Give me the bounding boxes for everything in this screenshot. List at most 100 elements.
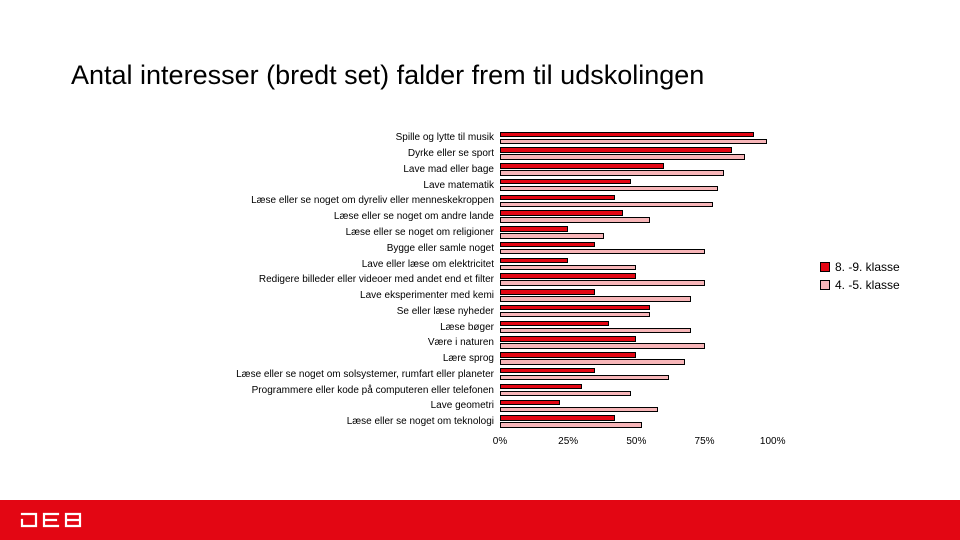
chart-row: Bygge eller samle noget [130,240,850,256]
bars-cell [500,366,800,382]
bar-a [500,368,595,374]
bars-cell [500,193,800,209]
category-label: Se eller læse nyheder [130,306,500,317]
x-tick: 75% [695,436,715,447]
category-label: Lave eller læse om elektricitet [130,259,500,270]
chart-row: Læse eller se noget om teknologi [130,414,850,430]
bar-a [500,226,568,232]
bars-cell [500,303,800,319]
chart-row: Dyrke eller se sport [130,146,850,162]
bars-cell [500,351,800,367]
page-title: Antal interesser (bredt set) falder frem… [71,60,920,91]
category-label: Dyrke eller se sport [130,148,500,159]
chart-row: Læse bøger [130,319,850,335]
x-tick: 50% [626,436,646,447]
bar-chart: Spille og lytte til musik Dyrke eller se … [130,130,850,460]
chart-row: Redigere billeder eller videoer med ande… [130,272,850,288]
bar-b [500,296,691,302]
bars-cell [500,209,800,225]
category-label: Læse eller se noget om dyreliv eller men… [130,195,500,206]
bars-cell [500,130,800,146]
category-label: Bygge eller samle noget [130,243,500,254]
category-label: Læse eller se noget om teknologi [130,416,500,427]
chart-row: Lave eksperimenter med kemi [130,288,850,304]
chart-row: Lave geometri [130,398,850,414]
bar-a [500,132,754,138]
chart-row: Programmere eller kode på computeren ell… [130,382,850,398]
bar-a [500,163,664,169]
bar-b [500,391,631,397]
bars-cell [500,335,800,351]
category-label: Lave eksperimenter med kemi [130,290,500,301]
chart-row: Være i naturen [130,335,850,351]
bar-a [500,210,623,216]
bar-a [500,195,615,201]
footer-bar [0,500,960,540]
category-label: Programmere eller kode på computeren ell… [130,385,500,396]
x-tick: 0% [493,436,507,447]
bars-cell [500,225,800,241]
bar-b [500,280,705,286]
chart-row: Spille og lytte til musik [130,130,850,146]
footer-line [20,500,940,501]
bar-b [500,343,705,349]
bar-b [500,265,636,271]
chart-rows: Spille og lytte til musik Dyrke eller se … [130,130,850,430]
bars-cell [500,398,800,414]
x-tick: 25% [558,436,578,447]
bar-b [500,154,745,160]
chart-row: Læse eller se noget om dyreliv eller men… [130,193,850,209]
bar-b [500,186,718,192]
bar-a [500,258,568,264]
bars-cell [500,240,800,256]
bar-b [500,407,658,413]
bar-b [500,233,604,239]
bars-cell [500,162,800,178]
chart-row: Lave mad eller bage [130,162,850,178]
bar-b [500,312,650,318]
bar-a [500,321,609,327]
category-label: Læse bøger [130,322,500,333]
legend: 8. -9. klasse 4. -5. klasse [820,260,900,296]
legend-item: 4. -5. klasse [820,278,900,292]
slide: Antal interesser (bredt set) falder frem… [0,0,960,540]
category-label: Læse eller se noget om solsystemer, rumf… [130,369,500,380]
chart-row: Læse eller se noget om solsystemer, rumf… [130,366,850,382]
chart-row: Lave matematik [130,177,850,193]
bar-b [500,422,642,428]
bar-a [500,305,650,311]
x-axis: 0%25%50%75%100% [500,436,800,452]
bars-cell [500,146,800,162]
bar-b [500,170,724,176]
legend-label: 8. -9. klasse [835,260,900,274]
legend-label: 4. -5. klasse [835,278,900,292]
bar-a [500,336,636,342]
legend-item: 8. -9. klasse [820,260,900,274]
bars-cell [500,256,800,272]
chart-row: Læse eller se noget om andre lande [130,209,850,225]
category-label: Lave matematik [130,180,500,191]
bar-b [500,139,767,145]
bar-a [500,147,732,153]
legend-swatch [820,280,830,290]
chart-row: Lave eller læse om elektricitet [130,256,850,272]
legend-swatch [820,262,830,272]
bars-cell [500,382,800,398]
bar-a [500,289,595,295]
category-label: Lære sprog [130,353,500,364]
bar-b [500,202,713,208]
bars-cell [500,177,800,193]
bar-b [500,375,669,381]
x-tick: 100% [760,436,786,447]
bar-a [500,400,560,406]
chart-row: Lære sprog [130,351,850,367]
bar-b [500,217,650,223]
bar-a [500,415,615,421]
category-label: Lave geometri [130,400,500,411]
bars-cell [500,414,800,430]
bar-a [500,352,636,358]
category-label: Lave mad eller bage [130,164,500,175]
bar-a [500,384,582,390]
bars-cell [500,288,800,304]
bar-a [500,179,631,185]
